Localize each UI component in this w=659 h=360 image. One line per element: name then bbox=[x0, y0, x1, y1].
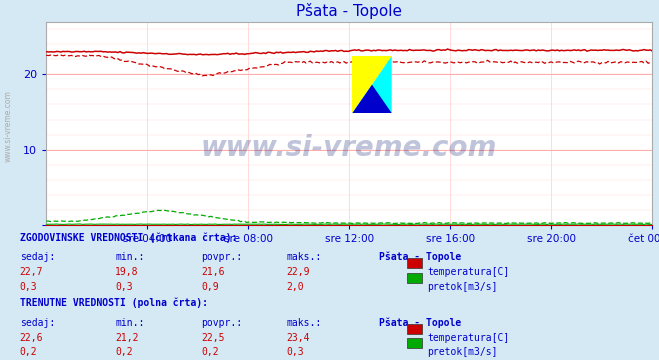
Text: pretok[m3/s]: pretok[m3/s] bbox=[427, 282, 498, 292]
Text: Pšata - Topole: Pšata - Topole bbox=[379, 318, 461, 328]
Text: 0,3: 0,3 bbox=[115, 282, 133, 292]
Text: 21,2: 21,2 bbox=[115, 333, 139, 343]
Text: maks.:: maks.: bbox=[287, 318, 322, 328]
Text: min.:: min.: bbox=[115, 252, 145, 262]
Text: Pšata - Topole: Pšata - Topole bbox=[379, 252, 461, 262]
Text: 0,3: 0,3 bbox=[20, 282, 38, 292]
Text: 21,6: 21,6 bbox=[201, 267, 225, 277]
Text: 22,7: 22,7 bbox=[20, 267, 43, 277]
Text: maks.:: maks.: bbox=[287, 252, 322, 262]
Text: temperatura[C]: temperatura[C] bbox=[427, 267, 509, 277]
Text: sedaj:: sedaj: bbox=[20, 252, 55, 262]
Title: Pšata - Topole: Pšata - Topole bbox=[297, 3, 402, 19]
Text: 0,2: 0,2 bbox=[115, 347, 133, 357]
Text: 22,9: 22,9 bbox=[287, 267, 310, 277]
Text: min.:: min.: bbox=[115, 318, 145, 328]
Text: 2,0: 2,0 bbox=[287, 282, 304, 292]
Text: 22,6: 22,6 bbox=[20, 333, 43, 343]
Text: www.si-vreme.com: www.si-vreme.com bbox=[201, 134, 498, 162]
Text: sedaj:: sedaj: bbox=[20, 318, 55, 328]
Text: www.si-vreme.com: www.si-vreme.com bbox=[3, 90, 13, 162]
Text: 0,2: 0,2 bbox=[20, 347, 38, 357]
Text: pretok[m3/s]: pretok[m3/s] bbox=[427, 347, 498, 357]
Text: TRENUTNE VREDNOSTI (polna črta):: TRENUTNE VREDNOSTI (polna črta): bbox=[20, 298, 208, 308]
Text: 0,2: 0,2 bbox=[201, 347, 219, 357]
Text: povpr.:: povpr.: bbox=[201, 318, 242, 328]
Text: temperatura[C]: temperatura[C] bbox=[427, 333, 509, 343]
Text: 22,5: 22,5 bbox=[201, 333, 225, 343]
Text: 0,9: 0,9 bbox=[201, 282, 219, 292]
Text: 23,4: 23,4 bbox=[287, 333, 310, 343]
Text: 0,3: 0,3 bbox=[287, 347, 304, 357]
Text: 19,8: 19,8 bbox=[115, 267, 139, 277]
Text: ZGODOVINSKE VREDNOSTI (črtkana črta):: ZGODOVINSKE VREDNOSTI (črtkana črta): bbox=[20, 232, 237, 243]
Text: povpr.:: povpr.: bbox=[201, 252, 242, 262]
